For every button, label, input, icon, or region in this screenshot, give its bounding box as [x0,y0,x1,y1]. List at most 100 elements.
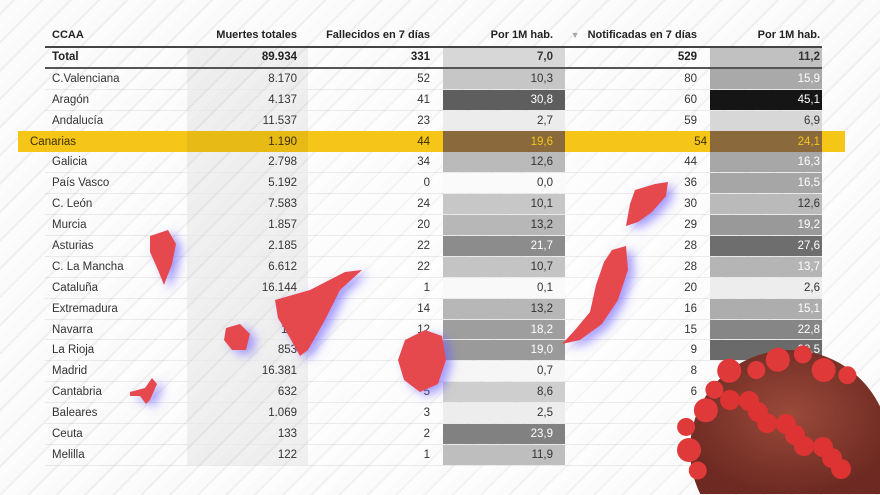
cell-por1m-b: 15,1 [710,298,822,319]
table-row: País Vasco 5.192 0 0,0 36 16,5 [45,173,822,195]
table-row: Cataluña 16.144 1 0,1 20 2,6 [45,277,822,299]
cell-name: Andalucía [52,114,104,127]
cell-muertes: 7.583 [187,194,308,215]
cell-fallecidos: 14 [417,302,430,315]
cell-name: País Vasco [52,177,110,190]
cell-por1m-b: 45,1 [710,89,822,110]
cell-por1m-a: 0,7 [443,361,565,382]
cell-name: C. León [52,198,93,211]
cell-por1m-a: 11,9 [443,444,565,465]
table-row: Aragón 4.137 41 30,8 60 45,1 [45,89,822,111]
cell-notificadas: 30 [684,198,697,211]
virus-spike [693,398,718,423]
cell-por1m-a: 13,2 [443,215,565,236]
header-fallecidos[interactable]: Fallecidos en 7 días [326,29,430,41]
cell-notificadas: 44 [684,156,697,169]
cell-muertes: 632 [187,382,308,403]
cell-por1m-a: 8,6 [443,382,565,403]
cell-por1m-b: 22,8 [710,319,822,340]
cell-name: Baleares [52,407,98,420]
cell-fallecidos: 0 [423,177,430,190]
table-row: C. León 7.583 24 10,1 30 12,6 [45,194,822,216]
cell-por1m-b: 19,2 [710,215,822,236]
cell-name: C.Valenciana [52,72,120,85]
cell-por1m-b: 27,6 [710,236,822,256]
header-por1m-b[interactable]: Por 1M hab. [757,29,820,41]
cell-por1m-b: 16,3 [710,152,822,173]
cell-por1m-a: 2,7 [443,110,565,131]
cell-por1m-b: 2,6 [710,277,822,298]
island-lanzarote [626,182,668,226]
cell-name: Navarra [52,323,93,336]
island-tenerife [275,270,362,356]
table-row: Galicia 2.798 34 12,6 44 16,3 [45,152,822,174]
cell-name: C. La Mancha [52,260,124,273]
cell-notificadas: 59 [684,114,697,127]
virus-spike [720,390,740,410]
cell-fallecidos: 20 [417,219,430,232]
cell-muertes: 6.612 [187,256,308,277]
cell-por1m-a: 2,5 [443,403,565,424]
cell-fallecidos: 44 [417,135,430,148]
cell-muertes: 11.537 [187,110,308,131]
cell-por1m-a: 12,6 [443,152,565,173]
table-row: Baleares 1.069 3 2,5 [45,403,822,425]
cell-fallecidos: 331 [410,51,430,64]
virus-image [677,345,880,494]
cell-por1m-b: 15,9 [710,68,822,89]
virus-spike [838,366,857,385]
cell-por1m-b: 12,6 [710,194,822,215]
virus-spike [776,414,796,434]
cell-fallecidos: 52 [417,72,430,85]
virus-spike [677,417,696,436]
cell-por1m-a: 10,7 [443,256,565,277]
cell-fallecidos: 2 [423,427,430,440]
cell-name: Ceuta [52,427,83,440]
cell-notificadas: 54 [694,135,707,148]
cell-fallecidos: 22 [417,260,430,273]
cell-fallecidos: 41 [417,93,430,106]
cell-muertes: 1.190 [187,131,308,152]
header-muertes[interactable]: Muertes totales [216,29,297,41]
cell-notificadas: 15 [684,323,697,336]
cell-por1m-a: 13,2 [443,298,565,319]
virus-spike [811,358,836,383]
cell-muertes: 133 [187,424,308,444]
total-row: Total 89.934 331 7,0 529 11,2 [45,48,822,69]
cell-muertes: 122 [187,444,308,465]
virus-spike [677,438,701,462]
cell-muertes: 5.192 [187,173,308,194]
header-ccaa[interactable]: CCAA [52,29,84,41]
cell-muertes: 1.069 [187,403,308,424]
virus-spike [813,437,833,457]
virus-spike [739,391,759,411]
cell-notificadas: 16 [684,302,697,315]
header-por1m-a[interactable]: Por 1M hab. [490,29,553,41]
cell-por1m-a: 30,8 [443,89,565,110]
cell-notificadas: 9 [690,344,697,357]
virus-spike [765,347,790,372]
cell-name: Total [52,51,79,64]
cell-notificadas: 529 [677,51,697,64]
cell-name: Aragón [52,93,90,106]
cell-por1m-b: 6,9 [710,110,822,131]
header-notificadas[interactable]: ▼ Notificadas en 7 días [565,24,710,46]
table-row: C.Valenciana 8.170 52 10,3 80 15,9 [45,68,822,90]
table-row: Melilla 122 1 11,9 [45,444,822,466]
cell-por1m-a: 0,1 [443,277,565,298]
cell-notificadas: 80 [684,72,697,85]
cell-fallecidos: 1 [423,281,430,294]
cell-name: La Rioja [52,344,95,357]
cell-por1m-a: 0,0 [443,173,565,194]
cell-name: Extremadura [52,302,118,315]
cell-notificadas: 28 [684,260,697,273]
cell-notificadas: 60 [684,93,697,106]
cell-por1m-b: 16,5 [710,173,822,194]
cell-por1m-b: 11,2 [710,48,822,67]
cell-muertes: 2.798 [187,152,308,173]
island-la-gomera [224,324,250,350]
cell-fallecidos: 22 [417,239,430,252]
cell-por1m-a: 10,1 [443,194,565,215]
cell-notificadas: 8 [690,365,697,378]
